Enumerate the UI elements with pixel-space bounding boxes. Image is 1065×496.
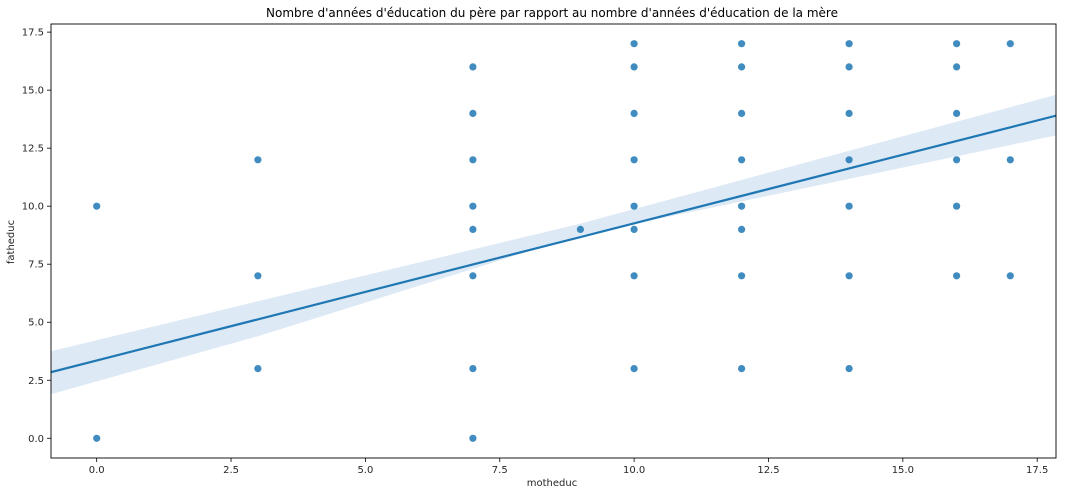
data-point bbox=[254, 272, 262, 280]
x-tick-label: 12.5 bbox=[757, 465, 779, 476]
data-point bbox=[845, 202, 853, 210]
data-point bbox=[630, 109, 638, 117]
data-point bbox=[469, 109, 477, 117]
data-point bbox=[469, 434, 477, 442]
x-tick-label: 5.0 bbox=[357, 465, 373, 476]
data-point bbox=[469, 202, 477, 210]
data-points bbox=[93, 40, 1014, 442]
data-point bbox=[738, 272, 746, 280]
x-tick-label: 10.0 bbox=[623, 465, 645, 476]
y-tick-label: 12.5 bbox=[22, 144, 44, 155]
data-point bbox=[1006, 156, 1014, 164]
data-point bbox=[738, 63, 746, 71]
data-point bbox=[953, 156, 961, 164]
data-point bbox=[630, 40, 638, 48]
data-point bbox=[738, 109, 746, 117]
data-point bbox=[845, 40, 853, 48]
regression-line bbox=[51, 114, 1056, 374]
y-tick-label: 2.5 bbox=[28, 376, 44, 387]
data-point bbox=[953, 63, 961, 71]
data-point bbox=[630, 225, 638, 233]
data-point bbox=[738, 365, 746, 373]
y-tick-label: 10.0 bbox=[22, 202, 44, 213]
data-point bbox=[845, 63, 853, 71]
data-point bbox=[469, 63, 477, 71]
data-point bbox=[630, 202, 638, 210]
data-point bbox=[630, 156, 638, 164]
plot-frame bbox=[50, 23, 1057, 459]
plot-area: 0.0 2.5 5.0 7.5 10.0 12.5 15.0 17.5 0.0 2.5 5.0 7.5… bbox=[22, 23, 1057, 476]
data-point bbox=[953, 109, 961, 117]
y-tick-label: 7.5 bbox=[28, 260, 44, 271]
data-point bbox=[953, 40, 961, 48]
data-point bbox=[630, 365, 638, 373]
data-point bbox=[630, 63, 638, 71]
data-point bbox=[1006, 40, 1014, 48]
data-point bbox=[469, 365, 477, 373]
data-point bbox=[738, 202, 746, 210]
x-tick-label: 7.5 bbox=[492, 465, 508, 476]
y-tick-label: 0.0 bbox=[28, 434, 44, 445]
y-axis-label: fatheduc bbox=[6, 220, 17, 264]
data-point bbox=[469, 225, 477, 233]
y-tick-label: 5.0 bbox=[28, 318, 44, 329]
data-point bbox=[845, 156, 853, 164]
x-axis-label: motheduc bbox=[527, 478, 577, 489]
data-point bbox=[738, 40, 746, 48]
data-point bbox=[845, 272, 853, 280]
data-point bbox=[1006, 272, 1014, 280]
data-point bbox=[738, 225, 746, 233]
data-point bbox=[576, 225, 585, 233]
y-tick-label: 15.0 bbox=[22, 86, 44, 97]
y-tick-label: 17.5 bbox=[22, 28, 44, 39]
chart-title: Nombre d'années d'éducation du père par … bbox=[266, 6, 838, 20]
x-tick-label: 2.5 bbox=[223, 465, 239, 476]
data-point bbox=[93, 202, 101, 210]
data-point bbox=[254, 156, 262, 164]
data-point bbox=[630, 272, 638, 280]
data-point bbox=[254, 365, 262, 373]
x-tick-label: 0.0 bbox=[89, 465, 105, 476]
data-point bbox=[469, 272, 477, 280]
data-point bbox=[953, 202, 961, 210]
data-point bbox=[738, 156, 746, 164]
confidence-band bbox=[51, 94, 1056, 395]
data-point bbox=[953, 272, 961, 280]
data-point bbox=[469, 156, 477, 164]
data-point bbox=[845, 109, 853, 117]
x-tick-label: 17.5 bbox=[1026, 465, 1048, 476]
data-point bbox=[845, 365, 853, 373]
x-tick-label: 15.0 bbox=[892, 465, 914, 476]
data-point bbox=[93, 434, 101, 442]
